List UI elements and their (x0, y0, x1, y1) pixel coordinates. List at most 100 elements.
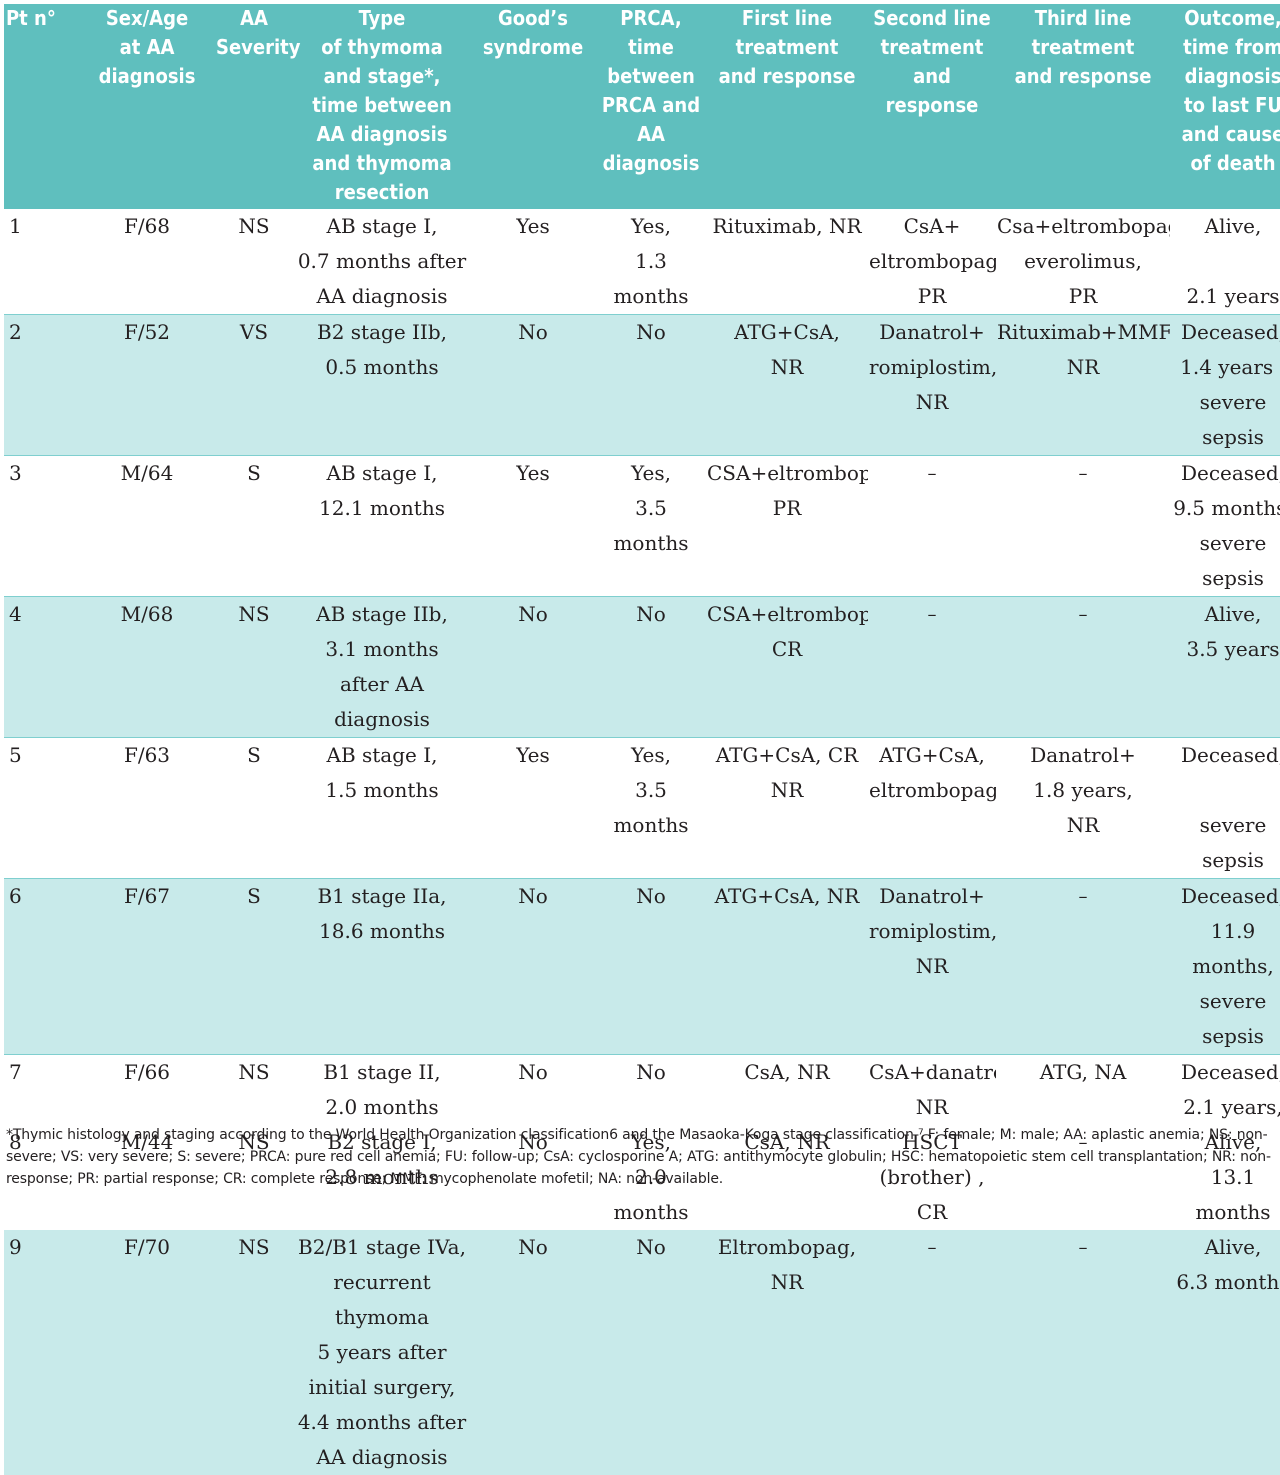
cell-sex-age: F/70 (80, 1230, 214, 1475)
cell-second-line: Danatrol+ romiplostim, NR (868, 314, 996, 456)
cell-sex-age: M/64 (80, 455, 214, 597)
header-prca: PRCA, time between PRCA and AA diagnosis (596, 4, 706, 209)
cell-aa-severity: NS (214, 1230, 294, 1475)
header-thymoma-type: Type of thymoma and stage*, time between… (294, 4, 470, 209)
header-outcome: Outcome, time from diagnosis to last FU … (1170, 4, 1280, 209)
cell-thymoma-type: AB stage I, 12.1 months (294, 455, 470, 597)
table-row: 5 F/63 S AB stage I, 1.5 months Yes Yes, 3.5 … (4, 737, 1280, 879)
cell-sex-age: F/63 (80, 737, 214, 879)
cell-thymoma-type: AB stage I, 0.7 months after AA diagnosi… (294, 209, 470, 315)
cell-sex-age: F/52 (80, 314, 214, 456)
cell-second-line: ATG+CsA, eltrombopag (868, 737, 996, 879)
header-goods-syndrome: Good’s syndrome (470, 4, 596, 209)
cell-second-line: – (868, 455, 996, 597)
table-body: 1 F/68 NS AB stage I, 0.7 months after AA d… (4, 209, 1280, 1475)
cell-patient-number: 3 (4, 455, 80, 597)
cell-prca: No (596, 314, 706, 456)
cell-third-line: ATG, NA (1039, 1060, 1127, 1084)
table-row: 3 M/64 S AB stage I, 12.1 months Yes Yes, 3.5… (4, 455, 1280, 597)
cell-second-line: CsA+danatrol, NR (869, 1060, 996, 1119)
table-row: 8 M/44 NS B2 stage I, 2.8 months No Yes, 2.0 … (4, 1125, 1280, 1230)
cell-prca: No (636, 1060, 666, 1084)
cell-aa-severity: NS (238, 1130, 270, 1154)
cell-outcome: Deceased, severe sepsis (1170, 737, 1280, 879)
cell-goods-syndrome: No (470, 596, 596, 738)
cell-prca: Yes, 3.5 months (596, 737, 706, 879)
cell-patient-number: 8 (9, 1130, 22, 1154)
header-second-line: Second line treatment and response (868, 4, 996, 209)
cell-goods-syndrome: No (518, 1130, 548, 1154)
cell-sex-age: F/67 (80, 878, 214, 1055)
cell-thymoma-type: B2 stage IIb, 0.5 months (294, 314, 470, 456)
table-row: 1 F/68 NS AB stage I, 0.7 months after AA d… (4, 209, 1280, 315)
table-row: 9 F/70 NS B2/B1 stage IVa, recurrent thymom… (4, 1230, 1280, 1475)
cell-goods-syndrome: Yes (470, 455, 596, 597)
cell-patient-number: 7 (9, 1060, 22, 1084)
cell-thymoma-type: B2/B1 stage IVa, recurrent thymoma 5 yea… (294, 1230, 470, 1475)
cell-patient-number: 4 (4, 596, 80, 738)
cell-aa-severity: NS (214, 596, 294, 738)
cell-prca: Yes, 1.3 months (596, 209, 706, 315)
cell-third-line: – (996, 1230, 1170, 1475)
header-first-line: First line treatment and response (706, 4, 868, 209)
header-aa-severity: AA Severity (214, 4, 300, 209)
table-row: 6 F/67 S B1 stage IIa, 18.6 months No No ATG+C… (4, 878, 1280, 1055)
cell-outcome: Alive, 3.5 years (1170, 596, 1280, 738)
cell-thymoma-type: B2 stage I, 2.8 months (325, 1130, 439, 1189)
cell-outcome: Deceased, 2.1 years, (1180, 1060, 1280, 1119)
cell-goods-syndrome: No (470, 314, 596, 456)
cell-first-line: CSA+eltrombopag, PR (706, 455, 868, 597)
header-third-line: Third line treatment and response (996, 4, 1170, 209)
cell-prca: No (596, 596, 706, 738)
cell-outcome: Deceased, 11.9 months, severe sepsis (1170, 878, 1280, 1055)
cell-second-line: – (868, 1230, 996, 1475)
table-footnote: *Thymic histology and staging according … (6, 1127, 1271, 1187)
cell-goods-syndrome: No (518, 1060, 548, 1084)
cell-aa-severity: S (214, 455, 294, 597)
cell-third-line: – (996, 878, 1170, 1055)
header-patient-number: Pt n° (4, 4, 80, 209)
cell-patient-number: 5 (4, 737, 80, 879)
cell-aa-severity: S (214, 737, 294, 879)
cell-goods-syndrome: No (470, 878, 596, 1055)
cell-first-line: ATG+CsA, CR NR (706, 737, 868, 879)
cell-first-line: Eltrombopag, NR (706, 1230, 868, 1475)
cell-patient-number: 6 (4, 878, 80, 1055)
cell-aa-severity: S (214, 878, 294, 1055)
cell-third-line: – (996, 596, 1170, 738)
cell-goods-syndrome: Yes (470, 737, 596, 879)
cell-thymoma-type: B1 stage IIa, 18.6 months (294, 878, 470, 1055)
cell-first-line: ATG+CsA, NR (706, 878, 868, 1055)
cell-prca: Yes, 3.5 months (596, 455, 706, 597)
cell-thymoma-type: AB stage IIb, 3.1 months after AA diagno… (294, 596, 470, 738)
cell-third-line: – (996, 455, 1170, 597)
cell-outcome: Deceased, 1.4 years , severe sepsis (1170, 314, 1280, 456)
cell-third-line: Csa+eltrombopag+ everolimus, PR (996, 209, 1170, 315)
cell-outcome: Alive, 2.1 years (1170, 209, 1280, 315)
header-row: Pt n° Sex/Age at AA diagnosis AA Severity T… (4, 4, 1280, 209)
cell-patient-number: 9 (4, 1230, 80, 1475)
cell-thymoma-type: AB stage I, 1.5 months (294, 737, 470, 879)
cell-prca: No (596, 878, 706, 1055)
cell-first-line: ATG+CsA, NR (706, 314, 868, 456)
cell-second-line: – (868, 596, 996, 738)
cell-third-line: Danatrol+ 1.8 years, NR (996, 737, 1170, 879)
cell-first-line: CsA, NR (744, 1130, 830, 1154)
cell-outcome: Alive, 6.3 months (1170, 1230, 1280, 1475)
cell-second-line: Danatrol+ romiplostim, NR (868, 878, 996, 1055)
cell-aa-severity: VS (214, 314, 294, 456)
cell-first-line: Rituximab, NR (706, 209, 868, 315)
cell-first-line: CsA, NR (744, 1060, 830, 1084)
patient-table: Pt n° Sex/Age at AA diagnosis AA Severity T… (4, 4, 1280, 1475)
cell-goods-syndrome: No (470, 1230, 596, 1475)
cell-outcome: Deceased, 9.5 months, severe sepsis (1170, 455, 1280, 597)
cell-thymoma-type: B1 stage II, 2.0 months (323, 1060, 441, 1119)
header-sex-age: Sex/Age at AA diagnosis (80, 4, 214, 209)
table-row: 7 F/66 NS B1 stage II, 2.0 months No No CsA, N… (4, 1055, 1280, 1126)
cell-sex-age: M/68 (80, 596, 214, 738)
cell-second-line: CsA+ eltrombopag, PR (868, 209, 996, 315)
table-row: 4 M/68 NS AB stage IIb, 3.1 months after AA… (4, 596, 1280, 738)
cell-sex-age: F/66 (123, 1060, 171, 1084)
cell-third-line: – (1078, 1132, 1088, 1153)
cell-prca: No (596, 1230, 706, 1475)
